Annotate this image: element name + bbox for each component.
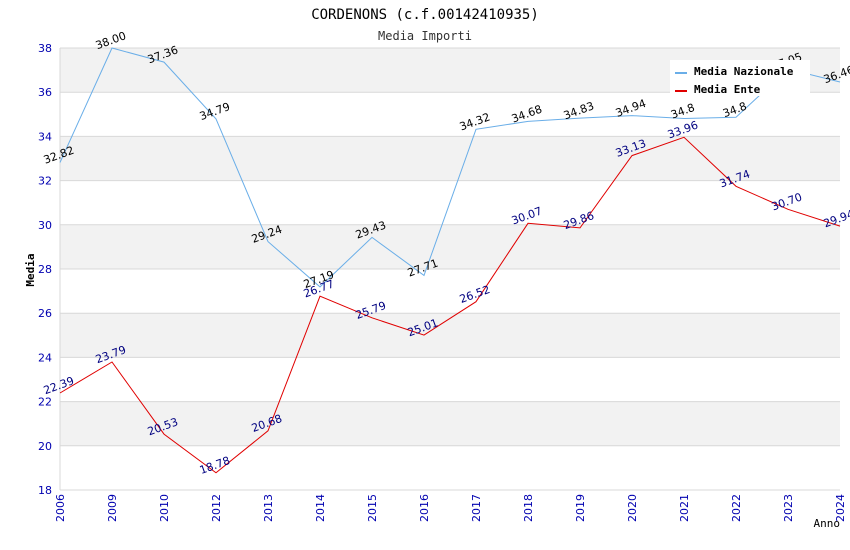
x-tick-label: 2023 xyxy=(782,494,795,522)
x-tick-label: 2016 xyxy=(418,494,431,522)
x-tick-label: 2017 xyxy=(470,494,483,522)
legend: Media Nazionale Media Ente xyxy=(670,60,810,96)
plot-band xyxy=(60,136,840,181)
y-axis-label: Media xyxy=(24,253,37,286)
y-tick-label: 38 xyxy=(38,42,52,55)
legend-label-media-ente: Media Ente xyxy=(694,83,761,96)
x-tick-label: 2015 xyxy=(366,494,379,522)
y-tick-label: 34 xyxy=(38,130,52,143)
plot-band xyxy=(60,92,840,137)
y-tick-label: 28 xyxy=(38,263,52,276)
x-tick-label: 2009 xyxy=(106,494,119,522)
x-tick-label: 2012 xyxy=(210,494,223,522)
x-axis: 2006 2009 2010 2012 2013 2014 2015 2016 2017 2018… xyxy=(54,494,847,522)
y-tick-label: 36 xyxy=(38,86,52,99)
x-tick-label: 2021 xyxy=(678,494,691,522)
gridlines xyxy=(59,47,840,491)
x-tick-label: 2022 xyxy=(730,494,743,522)
chart-subtitle: Media Importi xyxy=(378,29,472,43)
plot-band xyxy=(60,269,840,314)
x-tick-label: 2013 xyxy=(262,494,275,522)
y-tick-label: 24 xyxy=(38,351,52,364)
x-tick-label: 2024 xyxy=(834,494,847,522)
series-lines xyxy=(59,47,841,474)
plot-background xyxy=(60,48,840,490)
y-tick-label: 20 xyxy=(38,440,52,453)
legend-label-media-nazionale: Media Nazionale xyxy=(694,65,794,78)
y-tick-label: 30 xyxy=(38,219,52,232)
x-tick-label: 2020 xyxy=(626,494,639,522)
y-axis: 18 20 22 24 26 28 30 32 34 36 38 xyxy=(38,42,52,497)
legend-box xyxy=(670,60,810,96)
plot-band xyxy=(60,445,840,490)
y-tick-label: 26 xyxy=(38,307,52,320)
y-tick-label: 22 xyxy=(38,396,52,409)
plot-band xyxy=(60,357,840,402)
plot-band xyxy=(60,224,840,269)
x-axis-label: Anno xyxy=(814,517,841,530)
chart-title: CORDENONS (c.f.00142410935) xyxy=(311,7,539,23)
x-tick-label: 2018 xyxy=(522,494,535,522)
plot-band xyxy=(60,401,840,446)
y-tick-label: 32 xyxy=(38,175,52,188)
plot-band xyxy=(60,313,840,358)
x-tick-label: 2010 xyxy=(158,494,171,522)
x-tick-label: 2019 xyxy=(574,494,587,522)
x-tick-label: 2014 xyxy=(314,494,327,522)
y-tick-label: 18 xyxy=(38,484,52,497)
series-line-media-nazionale xyxy=(59,47,841,288)
series-line-media-ente xyxy=(59,136,841,474)
x-tick-label: 2006 xyxy=(54,494,67,522)
